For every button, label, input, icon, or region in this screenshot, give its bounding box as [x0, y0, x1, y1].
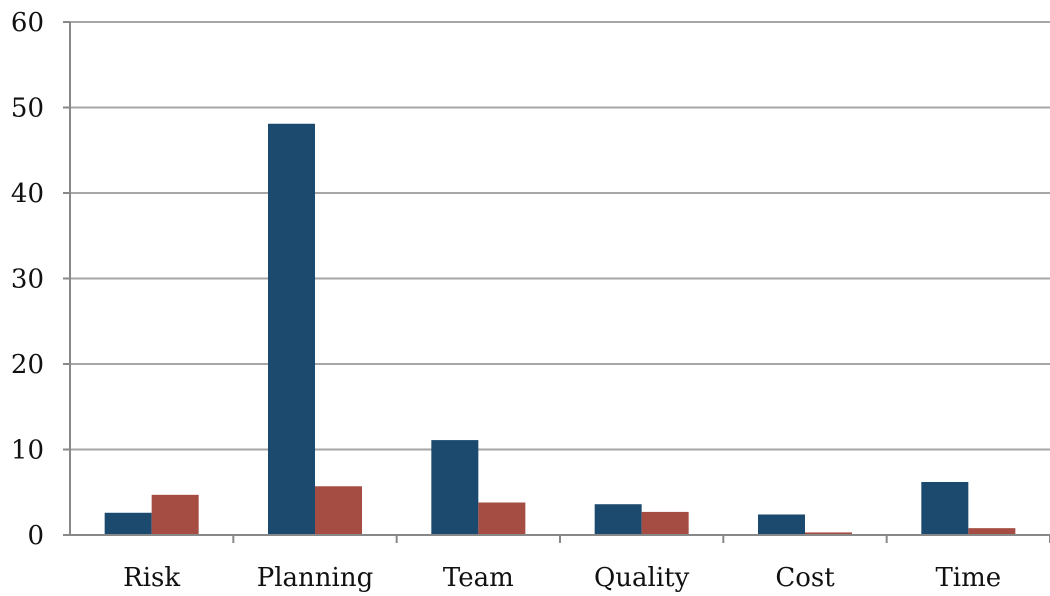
bar-series-2-team: [478, 502, 526, 535]
y-tick-label: 10: [11, 436, 44, 466]
y-tick-label: 50: [11, 94, 44, 124]
y-tick-label: 40: [11, 179, 44, 209]
bar-series-2-cost: [805, 532, 852, 535]
bar-series-2-risk: [151, 494, 199, 535]
bar-series-1-quality: [594, 504, 642, 535]
y-tick-label: 30: [11, 265, 44, 295]
axes: [63, 21, 1050, 543]
bar-series-2-planning: [315, 486, 362, 535]
gridlines: [70, 21, 1050, 451]
bar-series-1-cost: [758, 514, 805, 535]
bar-series-1-planning: [268, 123, 315, 536]
tick-labels: 0 10 20 30 40 50 60 Risk Planning Team Quality Cost…: [11, 8, 1001, 593]
x-tick-label: Risk: [123, 563, 180, 592]
bar-series-2-quality: [641, 511, 689, 535]
bar-series-2-time: [968, 528, 1016, 535]
y-tick-label: 60: [11, 8, 44, 38]
bars: [104, 123, 1016, 536]
x-tick-label: Time: [935, 563, 1001, 592]
y-tick-label: 20: [11, 350, 44, 380]
x-tick-label: Team: [443, 563, 514, 592]
x-tick-label: Quality: [594, 563, 690, 592]
x-tick-label: Cost: [775, 563, 835, 592]
bar-series-1-time: [921, 481, 969, 535]
x-tick-label: Planning: [257, 563, 374, 592]
y-tick-label: 0: [27, 521, 44, 551]
bar-series-1-risk: [104, 512, 152, 535]
bar-series-1-team: [431, 440, 479, 535]
